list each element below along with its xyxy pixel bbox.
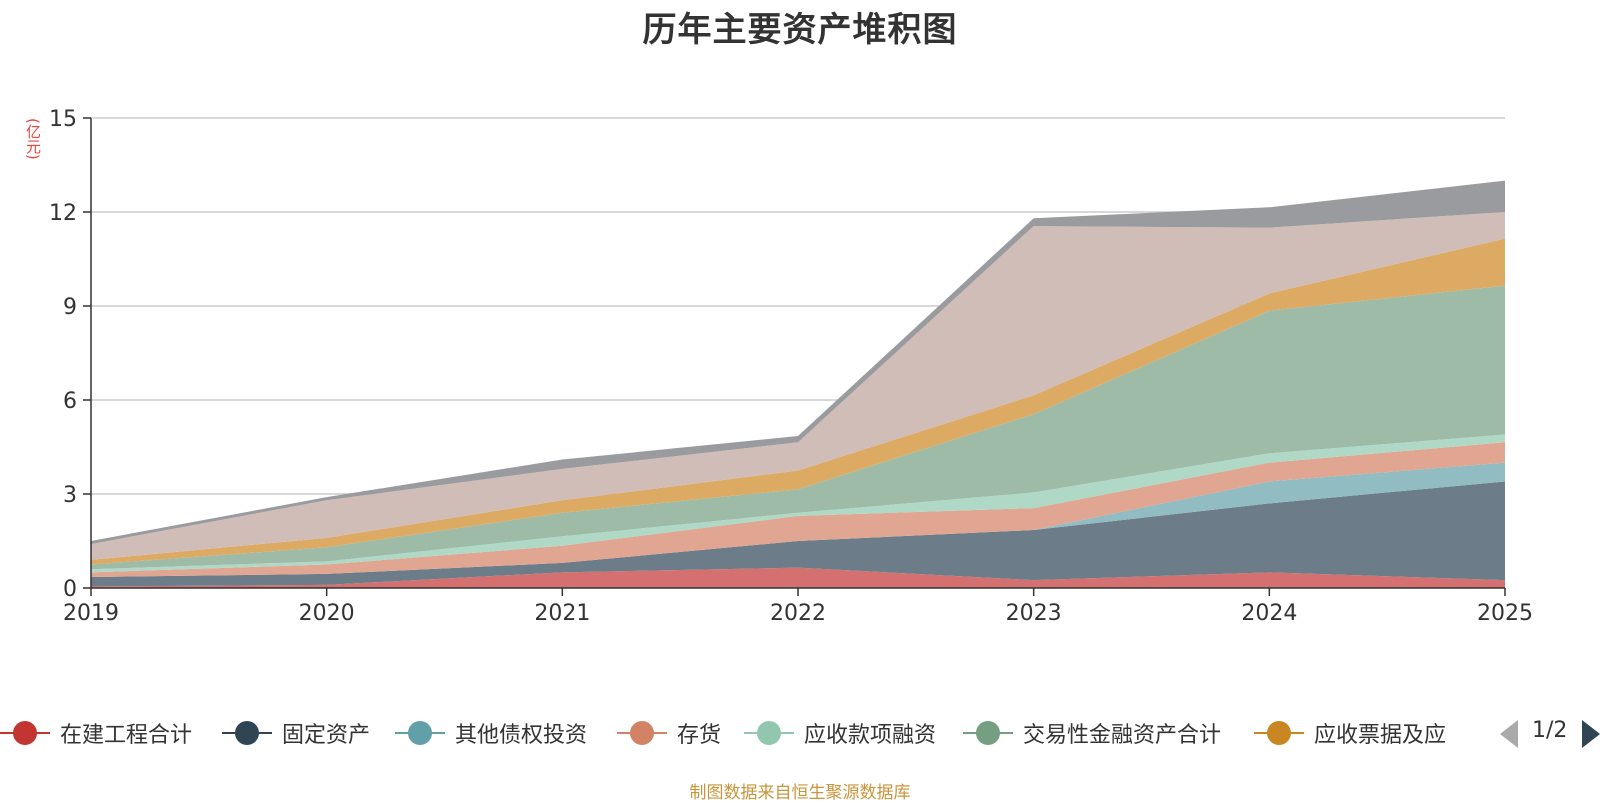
legend-label: 存货 (677, 723, 722, 748)
source-note: 制图数据来自恒生聚源数据库 (689, 783, 911, 803)
tick-labels: 0 3 6 9 12 15 2019 2020 2021 2022 2023 2024 2025 (49, 107, 1533, 626)
area-series (91, 481, 1505, 587)
x-tick-label: 2023 (1006, 601, 1062, 626)
legend-label: 应收款项融资 (804, 723, 937, 748)
legend-page-indicator: 1/2 (1532, 718, 1568, 743)
legend-item[interactable]: 交易性金融资产合计 (963, 713, 1221, 753)
legend-item[interactable]: 在建工程合计 (0, 713, 192, 753)
area-series (91, 180, 1505, 588)
legend-item[interactable]: 固定资产 (222, 713, 370, 753)
stacked-area-chart: 0 3 6 9 12 15 2019 2020 2021 2022 2023 2024 2025 (49, 107, 1533, 626)
y-axis-unit-label: (亿元) (24, 118, 42, 160)
legend-marker-icon (963, 720, 1013, 746)
legend-item[interactable]: 其他债权投资 (395, 713, 587, 753)
y-tick-label: 9 (63, 295, 77, 320)
area-series (91, 462, 1505, 578)
legend-item[interactable]: 应收款项融资 (744, 713, 936, 753)
x-tick-label: 2022 (770, 601, 826, 626)
legend-marker-icon (744, 720, 794, 746)
legend-label: 固定资产 (282, 723, 371, 748)
legend-marker-icon (1254, 720, 1304, 746)
legend-item[interactable]: 存货 (617, 713, 721, 753)
area-series (91, 434, 1505, 573)
legend-marker-icon (0, 720, 50, 746)
area-series (91, 285, 1505, 570)
y-tick-label: 15 (49, 107, 77, 132)
legend-label: 交易性金融资产合计 (1023, 723, 1222, 748)
legend-marker-icon (222, 720, 272, 746)
legend-next-page-icon[interactable] (1582, 720, 1600, 748)
legend-label: 应收票据及应 (1314, 723, 1447, 748)
legend-marker-icon (617, 720, 667, 746)
legend-prev-page-icon[interactable] (1500, 720, 1518, 748)
area-series (91, 567, 1505, 588)
legend-label: 在建工程合计 (60, 723, 193, 748)
y-tick-label: 3 (63, 483, 77, 508)
x-tick-label: 2020 (299, 601, 355, 626)
chart-title: 历年主要资产堆积图 (642, 10, 958, 50)
area-series (91, 180, 1505, 545)
legend-item[interactable]: 应收票据及应 (1254, 713, 1446, 753)
area-series (91, 212, 1505, 560)
axes (83, 117, 1506, 596)
y-tick-label: 12 (49, 201, 77, 226)
y-tick-label: 0 (63, 577, 77, 602)
legend-label: 其他债权投资 (455, 723, 588, 748)
legend: 在建工程合计 固定资产 其他债权投资 存货 应收款项融资 交易性金融资产合计 应… (0, 713, 1600, 753)
y-tick-label: 6 (63, 389, 77, 414)
x-tick-label: 2025 (1477, 601, 1533, 626)
legend-pager: 1/2 (1500, 716, 1600, 750)
area-series (91, 442, 1505, 578)
x-tick-label: 2021 (534, 601, 590, 626)
x-tick-label: 2019 (63, 601, 119, 626)
legend-marker-icon (395, 720, 445, 746)
x-tick-label: 2024 (1241, 601, 1297, 626)
